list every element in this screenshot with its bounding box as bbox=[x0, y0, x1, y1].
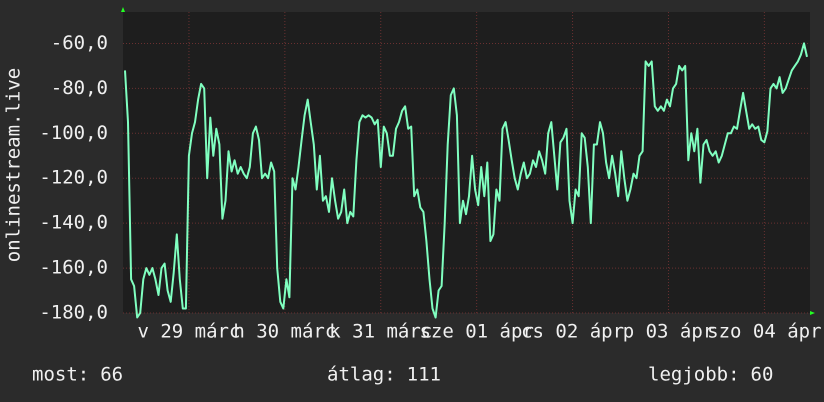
axis-arrow bbox=[121, 7, 125, 12]
summary-value: 111 bbox=[407, 364, 441, 386]
x-tick-label: p 03 ápr bbox=[623, 321, 715, 343]
x-tick-label: v 29 márc bbox=[137, 321, 240, 343]
y-tick-label: -80,0 bbox=[51, 77, 108, 99]
y-tick-label: -120,0 bbox=[39, 167, 108, 189]
plot-area bbox=[123, 12, 810, 313]
x-tick-label: cs 02 ápr bbox=[521, 321, 624, 343]
y-tick-label: -160,0 bbox=[39, 257, 108, 279]
summary-label: most: bbox=[32, 364, 89, 386]
summary-value: 66 bbox=[100, 364, 123, 386]
summary-label: átlag: bbox=[327, 364, 396, 386]
x-tick-label: sze 01 ápr bbox=[419, 321, 533, 343]
summary-value: 60 bbox=[751, 364, 774, 386]
y-tick-label: -60,0 bbox=[51, 32, 108, 54]
axis-arrow bbox=[810, 311, 815, 315]
x-tick-label: k 31 márc bbox=[329, 321, 432, 343]
summary-label: legjobb: bbox=[648, 364, 740, 386]
y-tick-label: -100,0 bbox=[39, 122, 108, 144]
x-tick-label: h 30 márc bbox=[233, 321, 336, 343]
y-axis-label: onlinestream.live bbox=[3, 68, 25, 262]
x-tick-label: szo 04 ápr bbox=[707, 321, 821, 343]
data-line bbox=[124, 42, 808, 319]
y-tick-label: -180,0 bbox=[39, 302, 108, 324]
y-tick-label: -140,0 bbox=[39, 212, 108, 234]
